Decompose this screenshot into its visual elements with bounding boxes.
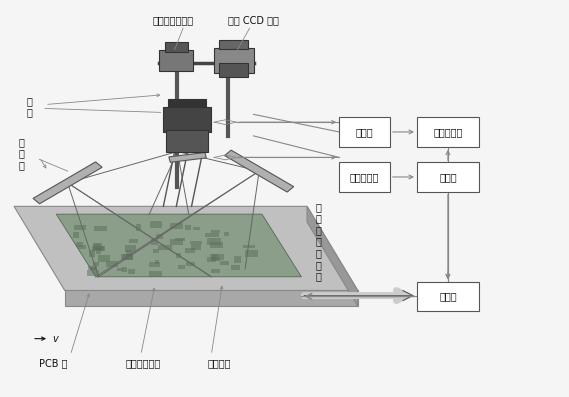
Bar [149,262,160,267]
Bar [100,245,105,251]
Bar [151,239,158,245]
Bar [158,245,172,251]
Text: 工控机: 工控机 [439,172,457,182]
Bar [339,117,390,146]
Text: 电机调焦微机构: 电机调焦微机构 [152,15,193,25]
Bar [224,232,229,236]
Bar [231,266,241,270]
Bar [92,246,104,251]
Bar [339,162,390,192]
Bar [88,266,97,270]
Bar [211,256,220,261]
Bar [218,64,248,77]
Bar [149,270,162,277]
Bar [193,227,200,230]
Polygon shape [33,162,102,204]
Bar [165,42,188,52]
Polygon shape [169,152,207,162]
Bar [207,238,221,245]
Polygon shape [14,206,358,291]
Bar [191,244,201,250]
Bar [417,117,479,146]
Polygon shape [225,150,294,192]
Bar [125,245,135,252]
Bar [417,162,479,192]
Bar [214,48,254,73]
Text: 线性 CCD 相机: 线性 CCD 相机 [228,15,279,25]
Bar [211,270,220,273]
Bar [212,254,224,260]
Polygon shape [65,291,358,306]
Bar [175,238,185,241]
Bar [243,245,255,248]
Text: 反
光
镜: 反 光 镜 [18,137,24,170]
Bar [220,261,229,265]
Bar [156,233,163,239]
Bar [163,106,211,132]
Bar [78,245,85,249]
Bar [98,255,110,262]
Bar [123,254,133,260]
Bar [245,251,258,256]
Bar [211,230,220,233]
Bar [185,225,191,230]
Bar [94,226,108,231]
Bar [88,270,99,276]
Bar [176,253,181,258]
Bar [96,248,101,254]
Bar [106,261,118,267]
Bar [122,267,127,272]
Bar [127,268,135,274]
Bar [210,242,222,248]
Bar [89,250,95,257]
Text: 驱动器: 驱动器 [356,127,373,137]
Bar [73,232,79,237]
Bar [150,221,162,228]
Bar [117,268,123,271]
Bar [121,254,133,260]
Bar [187,262,195,266]
Bar [159,50,193,71]
Bar [168,99,206,107]
Bar [209,254,218,257]
Bar [185,248,195,252]
Polygon shape [307,206,358,306]
Text: 运动控制卡: 运动控制卡 [433,127,463,137]
Bar [90,267,97,270]
Bar [207,256,216,262]
Text: PCB 板: PCB 板 [39,358,68,368]
Text: v: v [52,333,58,344]
Text: 运
动
控
制
工
作
台: 运 动 控 制 工 作 台 [315,202,321,281]
Bar [126,249,132,256]
Bar [170,223,183,229]
Bar [218,40,248,48]
Bar [75,225,86,229]
Text: 线性组合光源: 线性组合光源 [126,358,161,368]
Polygon shape [56,214,302,277]
Bar [171,239,183,245]
Bar [205,233,218,237]
Bar [155,260,159,264]
Text: 镜
头: 镜 头 [27,96,33,117]
Bar [94,244,101,250]
Bar [190,241,203,245]
Bar [129,239,138,243]
Bar [93,243,101,250]
Text: 图像采集卡: 图像采集卡 [350,172,379,182]
Bar [234,256,241,262]
Text: 驱动器: 驱动器 [439,291,457,301]
Text: 真空吸附: 真空吸附 [208,358,232,368]
Bar [93,262,98,266]
Bar [166,130,208,152]
Bar [417,282,479,311]
Bar [153,249,159,252]
Bar [76,242,83,247]
Bar [135,224,141,231]
Bar [179,264,185,269]
